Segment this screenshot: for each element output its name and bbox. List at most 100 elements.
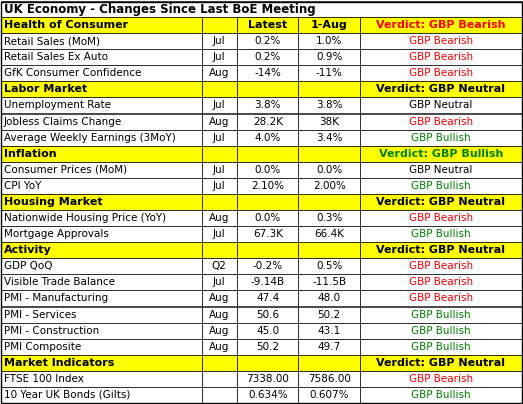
Text: -0.2%: -0.2% [253, 261, 283, 271]
Text: Verdict: GBP Bullish: Verdict: GBP Bullish [379, 149, 503, 159]
Text: GBP Bearish: GBP Bearish [409, 116, 473, 126]
Text: 66.4K: 66.4K [314, 229, 344, 239]
Bar [360, 97, 522, 114]
Text: Jul: Jul [213, 133, 225, 143]
Bar [299, 97, 360, 114]
Text: 3.8%: 3.8% [316, 101, 343, 110]
Text: PMI Composite: PMI Composite [4, 342, 81, 352]
Text: GBP Bearish: GBP Bearish [409, 374, 473, 384]
Text: Unemployment Rate: Unemployment Rate [4, 101, 111, 110]
Bar [1, 194, 201, 210]
Bar [201, 258, 237, 274]
Text: GBP Bearish: GBP Bearish [409, 278, 473, 287]
Bar [237, 322, 299, 339]
Bar [237, 242, 299, 258]
Bar [299, 210, 360, 226]
Bar [1, 33, 201, 49]
Text: -14%: -14% [254, 68, 281, 78]
Bar [237, 65, 299, 81]
Bar [360, 65, 522, 81]
Text: -11.5B: -11.5B [312, 278, 346, 287]
Text: 0.0%: 0.0% [316, 165, 343, 175]
Text: 1-Aug: 1-Aug [311, 20, 348, 30]
Text: Retail Sales (MoM): Retail Sales (MoM) [4, 36, 100, 46]
Bar [237, 307, 299, 322]
Text: 0.2%: 0.2% [255, 36, 281, 46]
Text: Aug: Aug [209, 293, 230, 303]
Text: GBP Bullish: GBP Bullish [411, 133, 471, 143]
Bar [1, 17, 201, 33]
Text: GBP Bullish: GBP Bullish [411, 229, 471, 239]
Bar [360, 387, 522, 403]
Bar [299, 339, 360, 355]
Bar [201, 146, 237, 162]
Bar [1, 355, 201, 371]
Bar [201, 242, 237, 258]
Text: 0.634%: 0.634% [248, 390, 288, 400]
Bar [201, 355, 237, 371]
Text: GDP QoQ: GDP QoQ [4, 261, 52, 271]
Text: Jul: Jul [213, 36, 225, 46]
Bar [360, 290, 522, 307]
Bar [360, 322, 522, 339]
Bar [237, 17, 299, 33]
Bar [237, 81, 299, 97]
Text: Jul: Jul [213, 52, 225, 62]
Bar [237, 339, 299, 355]
Bar [201, 322, 237, 339]
Bar [360, 307, 522, 322]
Bar [299, 114, 360, 130]
Bar [299, 65, 360, 81]
Bar [1, 1, 522, 17]
Text: 3.8%: 3.8% [255, 101, 281, 110]
Bar [299, 371, 360, 387]
Text: Verdict: GBP Neutral: Verdict: GBP Neutral [377, 197, 506, 207]
Text: 7586.00: 7586.00 [308, 374, 350, 384]
Bar [299, 387, 360, 403]
Bar [237, 162, 299, 178]
Bar [299, 322, 360, 339]
Bar [360, 371, 522, 387]
Text: Aug: Aug [209, 342, 230, 352]
Bar [237, 210, 299, 226]
Text: Aug: Aug [209, 309, 230, 320]
Text: Visible Trade Balance: Visible Trade Balance [4, 278, 115, 287]
Bar [201, 307, 237, 322]
Text: Aug: Aug [209, 116, 230, 126]
Bar [237, 114, 299, 130]
Bar [201, 194, 237, 210]
Text: Jobless Claims Change: Jobless Claims Change [4, 116, 122, 126]
Text: 0.0%: 0.0% [255, 165, 281, 175]
Bar [237, 290, 299, 307]
Bar [201, 114, 237, 130]
Text: Jul: Jul [213, 165, 225, 175]
Text: Activity: Activity [4, 245, 52, 255]
Text: UK Economy - Changes Since Last BoE Meeting: UK Economy - Changes Since Last BoE Meet… [4, 2, 315, 15]
Text: 0.5%: 0.5% [316, 261, 343, 271]
Bar [1, 387, 201, 403]
Bar [299, 178, 360, 194]
Bar [299, 194, 360, 210]
Bar [201, 130, 237, 146]
Text: GBP Bullish: GBP Bullish [411, 309, 471, 320]
Bar [299, 258, 360, 274]
Bar [360, 242, 522, 258]
Text: Aug: Aug [209, 68, 230, 78]
Bar [201, 162, 237, 178]
Bar [360, 355, 522, 371]
Text: GBP Bearish: GBP Bearish [409, 52, 473, 62]
Text: Retail Sales Ex Auto: Retail Sales Ex Auto [4, 52, 108, 62]
Bar [1, 81, 201, 97]
Text: 67.3K: 67.3K [253, 229, 283, 239]
Bar [237, 146, 299, 162]
Bar [299, 17, 360, 33]
Bar [201, 33, 237, 49]
Bar [360, 194, 522, 210]
Text: -9.14B: -9.14B [251, 278, 285, 287]
Bar [1, 130, 201, 146]
Bar [201, 371, 237, 387]
Bar [360, 81, 522, 97]
Bar [299, 162, 360, 178]
Bar [1, 339, 201, 355]
Text: Labor Market: Labor Market [4, 84, 87, 95]
